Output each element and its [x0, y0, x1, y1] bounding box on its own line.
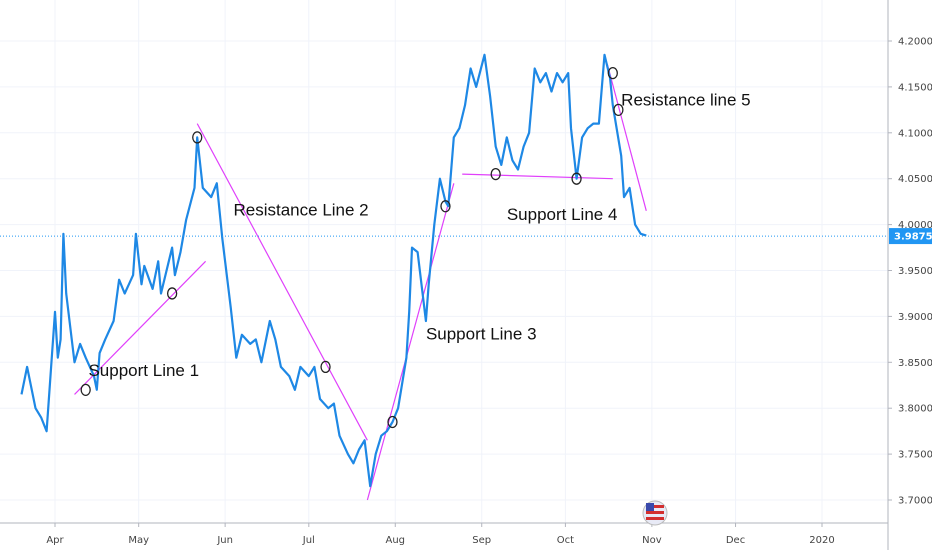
y-tick-label-6: 4.0000 [898, 220, 932, 231]
marker-circle-5 [440, 200, 451, 213]
annotation-label-3: Support Line 3 [426, 324, 537, 343]
price-line-0 [20, 53, 647, 488]
watermark-flag-icon [642, 500, 668, 526]
trendline-5 [606, 63, 647, 211]
current-price-badge [889, 228, 932, 245]
annotations: Support Line 1 Resistance Line 2 Support L… [88, 90, 750, 380]
x-tick-label-5: Sep [472, 535, 491, 546]
trendline-2 [196, 123, 368, 441]
annotation-markers [80, 66, 624, 429]
y-tick-label-10: 4.2000 [898, 37, 932, 48]
annotation-label-2: Resistance Line 2 [234, 200, 369, 219]
trendline-4 [462, 173, 613, 180]
marker-circle-7 [571, 172, 582, 185]
x-tick-label-7: Nov [642, 535, 662, 546]
y-tick-label-9: 4.1500 [898, 82, 932, 93]
x-tick-label-4: Aug [386, 535, 406, 546]
annotation-label-1: Support Line 1 [88, 361, 199, 380]
y-tick-label-5: 3.9500 [898, 266, 932, 277]
marker-circle-9 [613, 103, 624, 116]
x-tick-label-6: Oct [557, 535, 574, 546]
x-tick-label-2: Jun [216, 535, 233, 546]
x-tick-label-9: 2020 [809, 535, 834, 546]
x-tick-label-0: Apr [46, 535, 64, 546]
y-tick-label-4: 3.9000 [898, 312, 932, 323]
annotation-label-5: Resistance line 5 [621, 90, 750, 109]
price-series [20, 53, 647, 488]
y-tick-label-7: 4.0500 [898, 174, 932, 185]
y-tick-label-0: 3.7000 [898, 496, 932, 507]
y-tick-label-1: 3.7500 [898, 450, 932, 461]
marker-circle-8 [607, 66, 618, 80]
current-price-label: 3.9875 [894, 232, 932, 243]
y-tick-label-3: 3.8500 [898, 358, 932, 369]
x-tick-label-8: Dec [726, 535, 745, 546]
y-tick-label-8: 4.1000 [898, 128, 932, 139]
x-tick-label-1: May [128, 535, 149, 546]
marker-circle-6 [490, 167, 501, 181]
marker-circle-0 [80, 383, 91, 396]
trendlines [74, 63, 647, 501]
trendline-1 [74, 260, 207, 395]
trendline-3 [366, 183, 455, 501]
marker-circle-4 [387, 415, 398, 429]
marker-circle-3 [320, 360, 331, 374]
x-tick-label-3: Jul [302, 535, 315, 546]
y-tick-label-2: 3.8000 [898, 404, 932, 415]
annotation-label-4: Support Line 4 [507, 205, 618, 224]
marker-circle-2 [192, 131, 203, 144]
marker-circle-1 [166, 287, 178, 300]
